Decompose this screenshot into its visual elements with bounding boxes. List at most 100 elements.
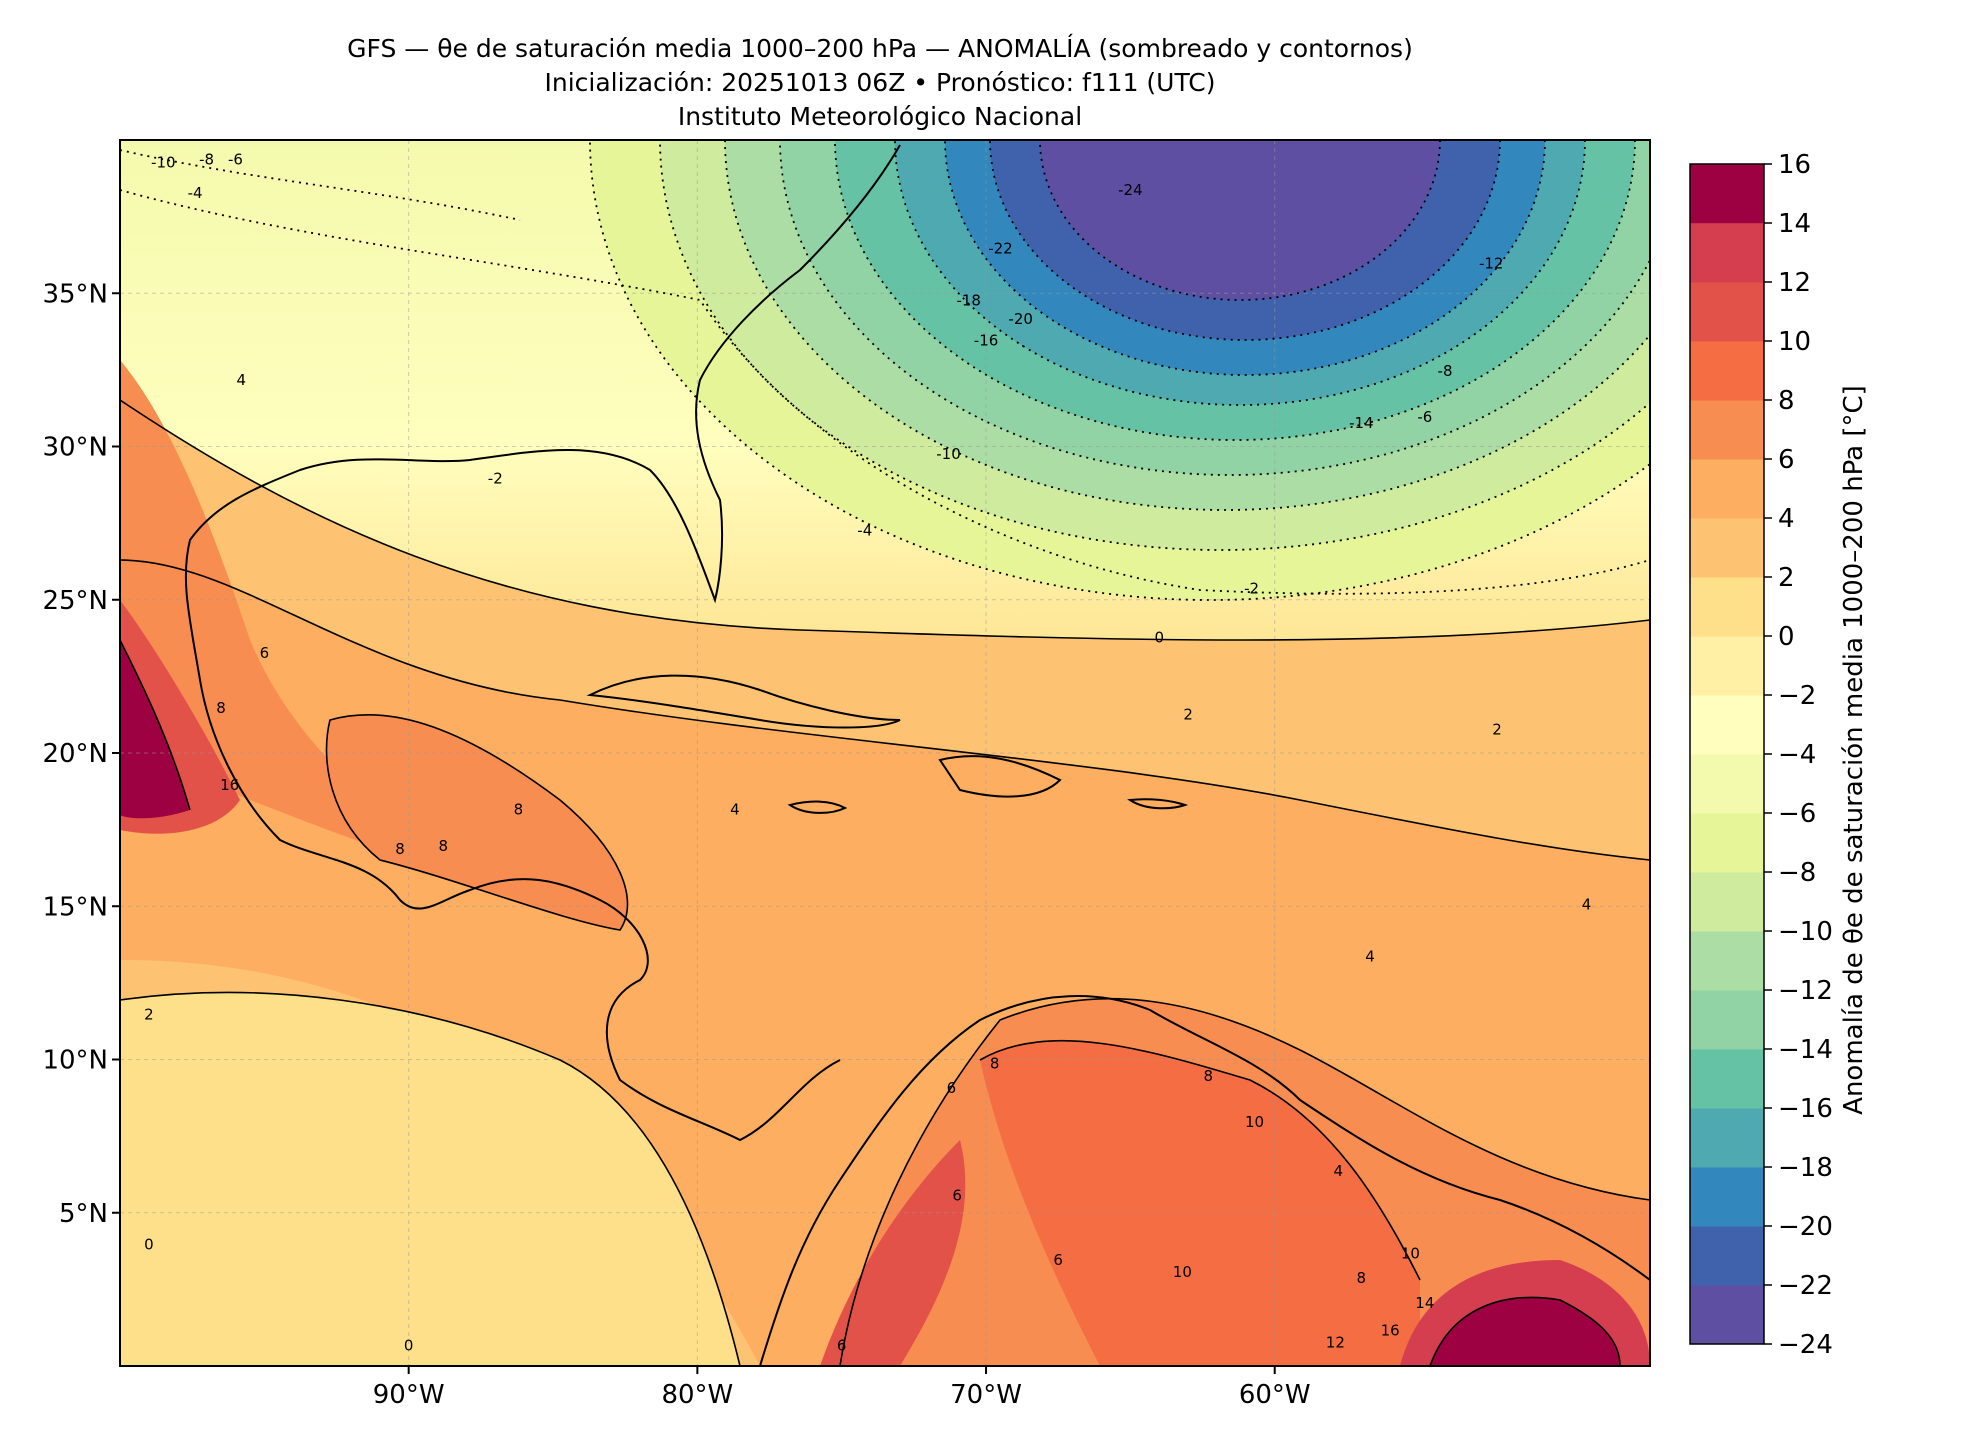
colorbar-tick-label: 2 xyxy=(1778,563,1795,593)
colorbar-tick-label: 6 xyxy=(1778,445,1795,475)
contour-label: 12 xyxy=(1326,1334,1345,1352)
contour-label: 6 xyxy=(947,1079,957,1097)
contour-label: -6 xyxy=(1417,408,1432,426)
colorbar-segment xyxy=(1690,813,1764,873)
colorbar-label: Anomalía de θe de saturación media 1000–… xyxy=(1839,385,1869,1115)
contour-label: -2 xyxy=(1244,580,1259,598)
lon-tick-label: 80°W xyxy=(661,1380,733,1410)
lat-tick-label: 15°N xyxy=(42,892,108,922)
contour-label: 8 xyxy=(439,837,449,855)
contour-label: -20 xyxy=(1008,310,1033,328)
negative-contours xyxy=(120,140,1650,601)
contour-label: 8 xyxy=(1357,1269,1367,1287)
colorbar-tick-label: 0 xyxy=(1778,622,1795,652)
puerto-rico xyxy=(1127,798,1189,810)
colorbar-tick-label: −24 xyxy=(1778,1330,1833,1360)
hispaniola xyxy=(938,755,1062,798)
colorbar-segment xyxy=(1690,400,1764,460)
contour-label: 16 xyxy=(220,776,239,794)
lat-tick-label: 30°N xyxy=(42,433,108,463)
colorbar-segment xyxy=(1690,1049,1764,1109)
colorbar-segment xyxy=(1690,1108,1764,1168)
contour-label: -10 xyxy=(936,445,961,463)
contour-label: 8 xyxy=(395,840,405,858)
contour-label: -8 xyxy=(1438,362,1453,380)
south-america-coast xyxy=(759,995,1650,1366)
colorbar-segment xyxy=(1690,990,1764,1050)
colorbar-segment xyxy=(1690,164,1764,223)
lon-tick-label: 90°W xyxy=(373,1380,445,1410)
colorbar-tick-label: −10 xyxy=(1778,917,1833,947)
colorbar-segment xyxy=(1690,518,1764,578)
colorbar-segment xyxy=(1690,459,1764,519)
colorbar-tick-label: −6 xyxy=(1778,799,1816,829)
colorbar-segment xyxy=(1690,695,1764,755)
colorbar-segment xyxy=(1690,223,1764,283)
colorbar-tick-label: 14 xyxy=(1778,209,1811,239)
cuba xyxy=(586,674,901,729)
title-line-3: Instituto Meteorológico Nacional xyxy=(677,102,1083,131)
contour-label: -22 xyxy=(988,239,1013,257)
colorbar-tick-label: −16 xyxy=(1778,1094,1833,1124)
latitude-ticks: 35°N 30°N 25°N 20°N 15°N 10°N 5°N xyxy=(42,279,120,1229)
colorbar-tick-label: −22 xyxy=(1778,1271,1833,1301)
colorbar-segment xyxy=(1690,577,1764,637)
lat-tick-label: 35°N xyxy=(42,279,108,309)
contour-label: -4 xyxy=(857,521,872,539)
colorbar-tick-label: −18 xyxy=(1778,1153,1833,1183)
contour-label: 0 xyxy=(1154,629,1164,647)
contour-label: -18 xyxy=(956,292,981,310)
positive-contours xyxy=(120,399,1650,1366)
map-gridlines xyxy=(120,140,1650,1366)
colorbar-segment xyxy=(1690,1285,1764,1345)
map-area[interactable]: -24-22-20-18-16-14-12-10-8-6-4-20222-2-4… xyxy=(120,0,1830,1366)
contour-label: -16 xyxy=(974,331,999,349)
lon-tick-label: 60°W xyxy=(1239,1380,1311,1410)
contour-label: 0 xyxy=(144,1236,154,1254)
coastlines xyxy=(184,144,1650,1366)
colorbar-tick-label: −12 xyxy=(1778,976,1833,1006)
colorbar-tick-label: 10 xyxy=(1778,327,1811,357)
title-line-2: Inicialización: 20251013 06Z • Pronóstic… xyxy=(544,68,1216,97)
us-east-coast xyxy=(184,144,901,1142)
contour-label: 10 xyxy=(1173,1263,1192,1281)
colorbar-tick-label: −14 xyxy=(1778,1035,1833,1065)
longitude-ticks: 90°W 80°W 70°W 60°W xyxy=(373,1366,1311,1410)
colorbar-segment xyxy=(1690,636,1764,696)
colorbar-tick-label: −8 xyxy=(1778,858,1816,888)
contour-label: 10 xyxy=(1401,1245,1420,1263)
lon-tick-label: 70°W xyxy=(950,1380,1022,1410)
contour-label: 6 xyxy=(1053,1251,1063,1269)
lat-tick-label: 5°N xyxy=(59,1199,108,1229)
colorbar-segment xyxy=(1690,1167,1764,1227)
contour-label: 4 xyxy=(1333,1162,1343,1180)
lat-tick-label: 10°N xyxy=(42,1046,108,1076)
colorbar-tick-label: −4 xyxy=(1778,740,1816,770)
contour-label: 2 xyxy=(1183,705,1193,723)
contour-label: -8 xyxy=(199,151,214,169)
contour-label: 6 xyxy=(952,1186,962,1204)
contour-label: -14 xyxy=(1349,414,1374,432)
colorbar-segment xyxy=(1690,754,1764,814)
colorbar-tick-label: −2 xyxy=(1778,681,1816,711)
title-line-1: GFS — θe de saturación media 1000–200 hP… xyxy=(347,34,1413,63)
contour-label: -2 xyxy=(488,469,503,487)
contour-label: 2 xyxy=(1492,721,1502,739)
contour-label: 14 xyxy=(1415,1294,1434,1312)
contour-label: 6 xyxy=(837,1337,847,1355)
lat-tick-label: 25°N xyxy=(42,586,108,616)
colorbar: 16 14 12 10 8 6 4 2 0 −2 −4 −6 −8 −10 −12 −14 −16 −18 −20 −… xyxy=(1689,150,1833,1360)
contour-label: -4 xyxy=(188,184,203,202)
contour-label: 8 xyxy=(216,699,226,717)
contour-labels: -24-22-20-18-16-14-12-10-8-6-4-20222-2-4… xyxy=(144,151,1591,1355)
contour-label: -12 xyxy=(1479,255,1504,273)
colorbar-segment xyxy=(1690,282,1764,342)
colorbar-segment xyxy=(1690,872,1764,932)
lat-tick-label: 20°N xyxy=(42,739,108,769)
contour-label: -24 xyxy=(1118,181,1143,199)
contour-label: 8 xyxy=(514,800,524,818)
colorbar-segment xyxy=(1690,931,1764,991)
colorbar-tick-label: 8 xyxy=(1778,386,1795,416)
contour-label: 4 xyxy=(236,371,246,389)
